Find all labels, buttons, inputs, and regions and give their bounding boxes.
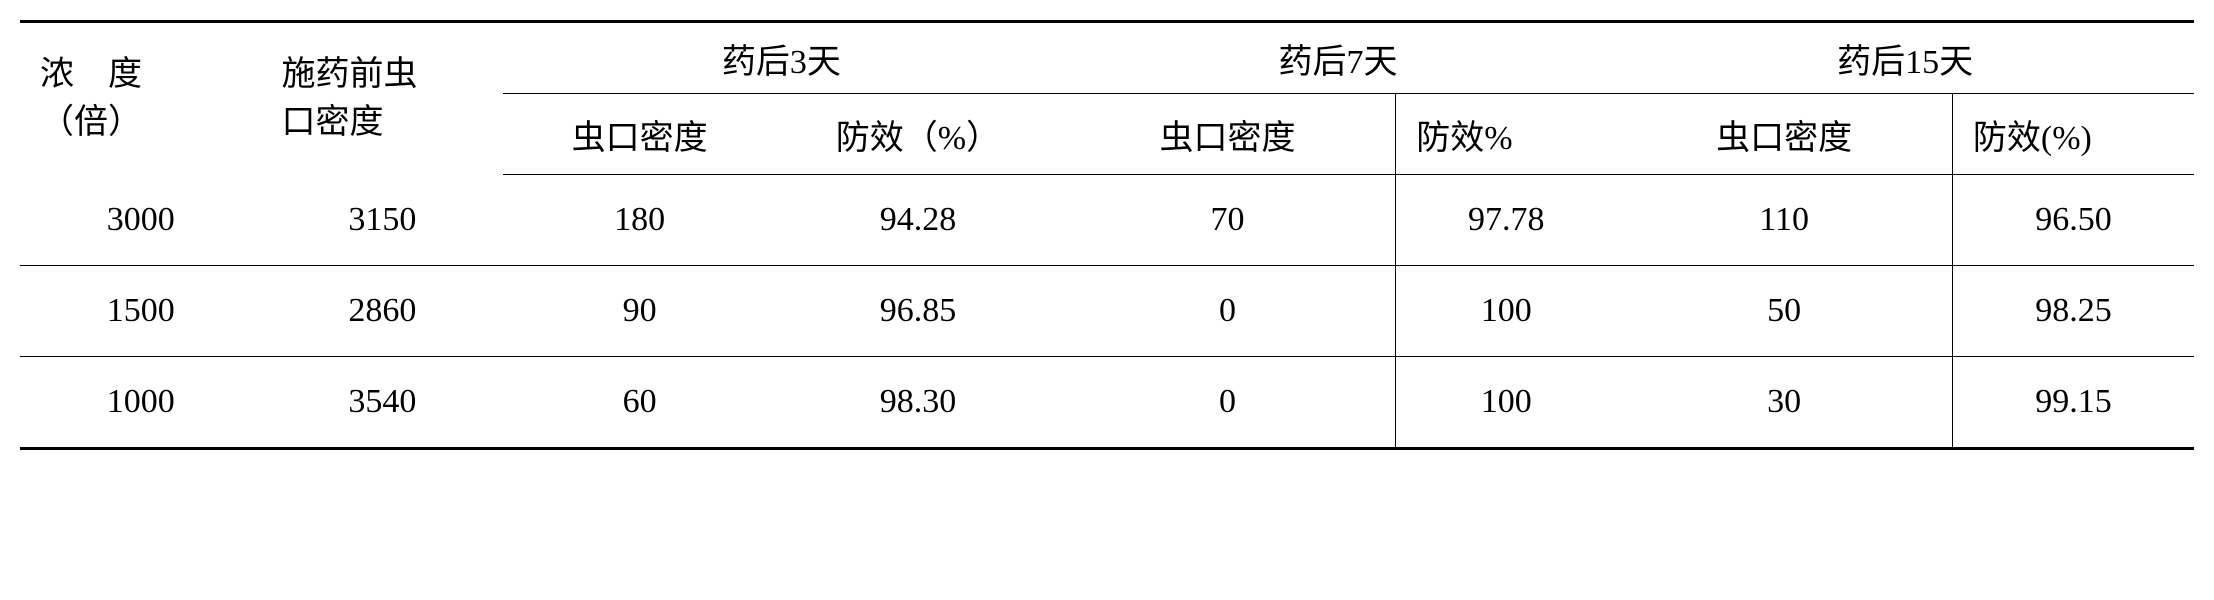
cell-d15-den: 30 [1616, 357, 1952, 449]
cell-conc: 3000 [20, 175, 262, 266]
col-pre-density-l2: 口密度 [282, 99, 504, 147]
cell-d15-eff: 96.50 [1952, 175, 2194, 266]
cell-conc: 1500 [20, 266, 262, 357]
group-day7: 药后7天 [1060, 22, 1617, 94]
cell-conc: 1000 [20, 357, 262, 449]
cell-d15-den: 110 [1616, 175, 1952, 266]
cell-pre: 3540 [262, 357, 504, 449]
cell-d15-eff: 98.25 [1952, 266, 2194, 357]
col-concentration: 浓 度 （倍） [20, 22, 262, 175]
cell-d3-den: 90 [503, 266, 776, 357]
cell-d15-eff: 99.15 [1952, 357, 2194, 449]
group-day3: 药后3天 [503, 22, 1060, 94]
cell-d7-eff: 97.78 [1396, 175, 1617, 266]
cell-d3-den: 180 [503, 175, 776, 266]
cell-d3-eff: 98.30 [776, 357, 1060, 449]
table-row: 1500 2860 90 96.85 0 100 50 98.25 [20, 266, 2194, 357]
cell-d3-den: 60 [503, 357, 776, 449]
col-d3-density: 虫口密度 [503, 94, 776, 175]
col-d7-density: 虫口密度 [1060, 94, 1396, 175]
cell-d7-den: 0 [1060, 266, 1396, 357]
cell-d7-eff: 100 [1396, 266, 1617, 357]
col-pre-density: 施药前虫 口密度 [262, 22, 504, 175]
table-row: 1000 3540 60 98.30 0 100 30 99.15 [20, 357, 2194, 449]
table-row: 3000 3150 180 94.28 70 97.78 110 96.50 [20, 175, 2194, 266]
cell-d15-den: 50 [1616, 266, 1952, 357]
group-day15: 药后15天 [1616, 22, 2194, 94]
efficacy-table: 浓 度 （倍） 施药前虫 口密度 药后3天 药后7天 药后15天 虫口密度 防效… [20, 20, 2194, 450]
cell-pre: 3150 [262, 175, 504, 266]
cell-d3-eff: 94.28 [776, 175, 1060, 266]
cell-d3-eff: 96.85 [776, 266, 1060, 357]
col-d3-efficacy: 防效（%） [776, 94, 1060, 175]
table: 浓 度 （倍） 施药前虫 口密度 药后3天 药后7天 药后15天 虫口密度 防效… [20, 20, 2194, 450]
cell-d7-eff: 100 [1396, 357, 1617, 449]
header-row-1: 浓 度 （倍） 施药前虫 口密度 药后3天 药后7天 药后15天 [20, 22, 2194, 94]
col-concentration-l2: （倍） [40, 99, 262, 147]
cell-d7-den: 0 [1060, 357, 1396, 449]
cell-d7-den: 70 [1060, 175, 1396, 266]
cell-pre: 2860 [262, 266, 504, 357]
col-d7-efficacy: 防效% [1396, 94, 1617, 175]
col-pre-density-l1: 施药前虫 [282, 56, 418, 93]
col-d15-density: 虫口密度 [1616, 94, 1952, 175]
col-concentration-l1: 浓 度 [40, 56, 142, 93]
col-d15-efficacy: 防效(%) [1952, 94, 2194, 175]
